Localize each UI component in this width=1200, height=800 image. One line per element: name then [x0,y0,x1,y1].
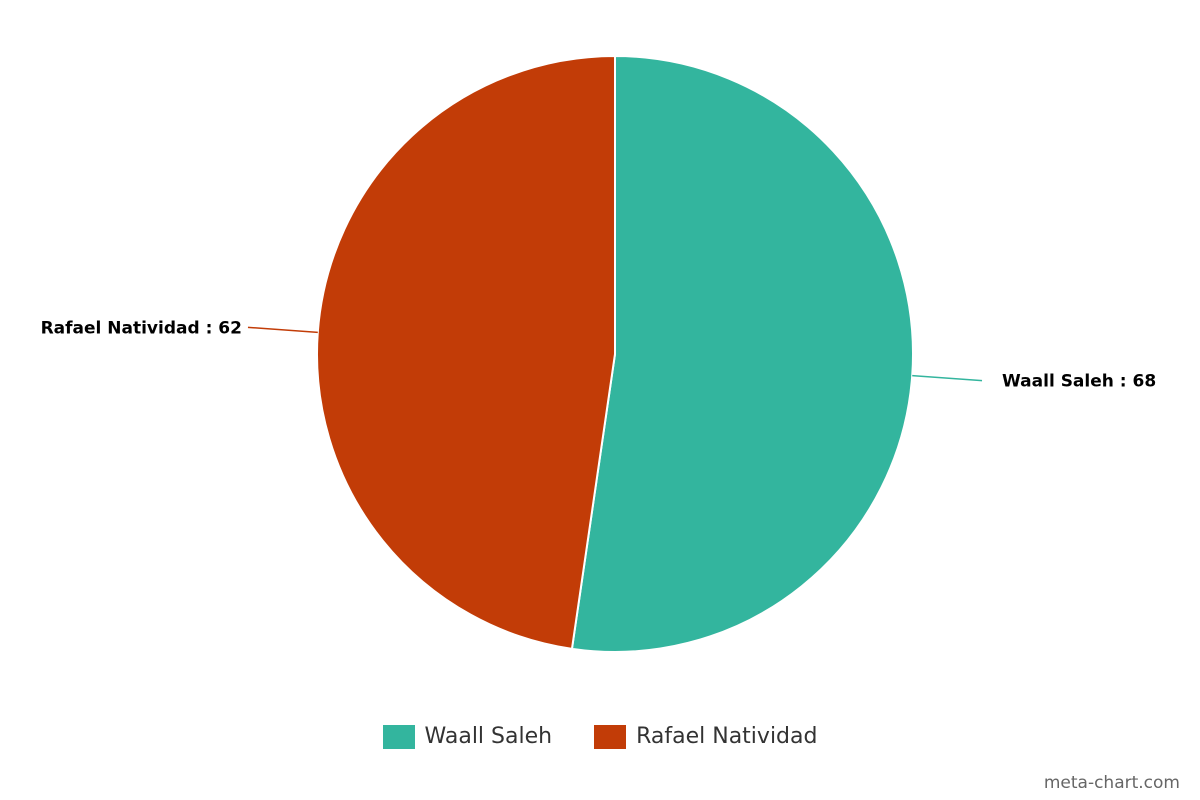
leader-line-rafael-natividad [247,326,318,334]
data-label-rafael-natividad: Rafael Natividad : 62 [41,318,242,338]
legend-label-rafael-natividad: Rafael Natividad [636,724,818,749]
legend-label-waall-saleh: Waall Saleh [424,724,553,749]
legend-item-waall-saleh[interactable]: Waall Saleh [382,724,553,749]
legend-swatch-rafael-natividad [594,724,627,749]
data-label-waall-saleh: Waall Saleh : 68 [1002,372,1156,392]
legend-swatch-waall-saleh [382,724,415,749]
legend: Waall Saleh Rafael Natividad [0,724,1200,749]
leader-line-waall-saleh [912,374,983,382]
pie-slice-waall-saleh[interactable] [570,54,914,653]
pie-slice-rafael-natividad[interactable] [315,54,616,651]
watermark: meta-chart.com [1043,773,1180,793]
legend-item-rafael-natividad[interactable]: Rafael Natividad [594,724,817,749]
